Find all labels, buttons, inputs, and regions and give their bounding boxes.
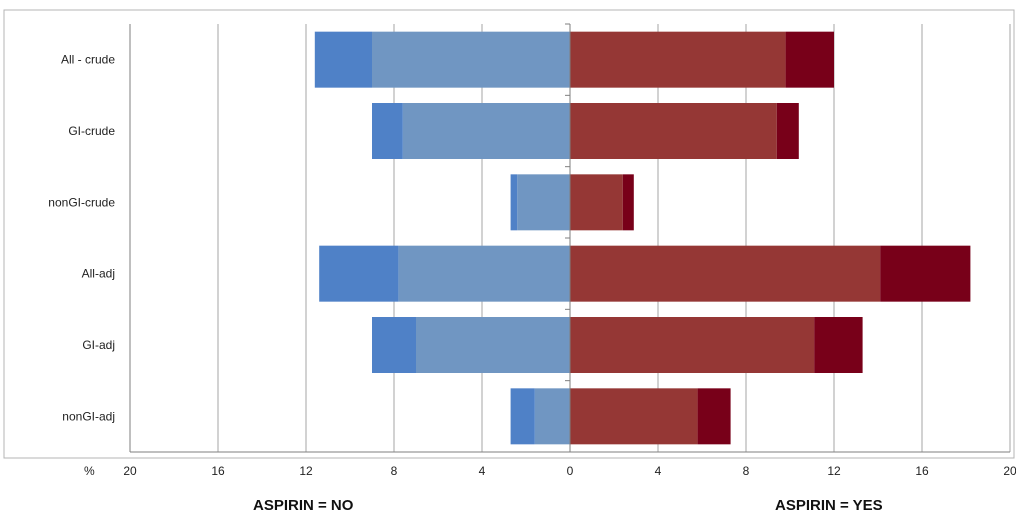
bar-left-outer — [319, 245, 399, 302]
bar-left-inner — [534, 388, 570, 445]
x-tick-label: 12 — [299, 464, 313, 478]
bar-right-inner — [570, 388, 698, 445]
x-tick-label: 4 — [479, 464, 486, 478]
x-tick-label: 8 — [391, 464, 398, 478]
x-tick-label: 16 — [915, 464, 929, 478]
labels: 20 16 12 8 4 0 4 8 12 16 20% All - crude GI-crude non… — [48, 53, 1016, 478]
bar-left-outer — [372, 103, 403, 159]
side-label-right: ASPIRIN = YES — [775, 497, 883, 514]
bar-left-inner — [402, 103, 570, 159]
x-tick-label: 0 — [567, 464, 574, 478]
axes — [129, 23, 1010, 453]
bar-right-outer — [880, 245, 971, 302]
bar-left-outer — [510, 388, 535, 445]
bar-right-inner — [570, 174, 623, 231]
category-label: nonGI-crude — [48, 195, 115, 209]
bar-right-inner — [570, 103, 777, 159]
x-tick-label: 4 — [655, 464, 662, 478]
bar-right-inner — [570, 31, 786, 88]
category-label: GI-crude — [68, 124, 115, 138]
bar-right-inner — [570, 317, 815, 373]
bar-left-outer — [372, 317, 416, 373]
category-label: GI-adj — [82, 338, 115, 352]
category-label: All-adj — [82, 267, 115, 281]
bar-right-outer — [697, 388, 731, 445]
bar-right-outer — [776, 103, 799, 159]
category-label: All - crude — [61, 53, 115, 67]
bars — [314, 31, 971, 445]
bar-left-inner — [517, 174, 570, 231]
x-tick-label: 12 — [827, 464, 841, 478]
bar-left-outer — [314, 31, 372, 88]
x-tick-label: 16 — [211, 464, 225, 478]
x-tick-label: 20 — [123, 464, 137, 478]
bar-right-outer — [785, 31, 834, 88]
category-label: nonGI-adj — [62, 409, 115, 423]
bar-left-inner — [372, 31, 570, 88]
x-tick-label: 20 — [1003, 464, 1016, 478]
side-label-left: ASPIRIN = NO — [253, 497, 354, 514]
bar-left-inner — [416, 317, 570, 373]
bar-right-inner — [570, 245, 881, 302]
bar-right-outer — [622, 174, 634, 231]
x-tick-label: 8 — [743, 464, 750, 478]
bar-left-inner — [398, 245, 570, 302]
bar-right-outer — [814, 317, 863, 373]
bar-left-outer — [510, 174, 518, 231]
x-axis-unit: % — [84, 464, 95, 478]
